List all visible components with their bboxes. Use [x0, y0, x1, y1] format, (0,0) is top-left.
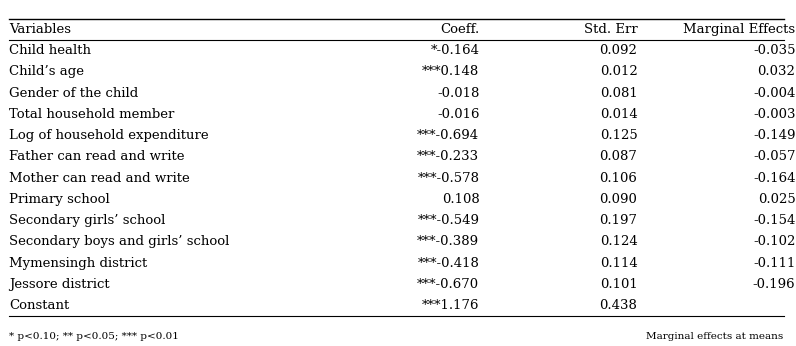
Text: 0.032: 0.032	[758, 65, 795, 78]
Text: Constant: Constant	[10, 299, 69, 312]
Text: Marginal effects at means: Marginal effects at means	[646, 332, 783, 341]
Text: 0.092: 0.092	[599, 44, 638, 57]
Text: 0.012: 0.012	[599, 65, 638, 78]
Text: -0.154: -0.154	[753, 214, 795, 227]
Text: -0.016: -0.016	[437, 108, 479, 121]
Text: Log of household expenditure: Log of household expenditure	[10, 129, 209, 142]
Text: -0.018: -0.018	[437, 86, 479, 100]
Text: ***-0.233: ***-0.233	[417, 151, 479, 163]
Text: ***-0.549: ***-0.549	[417, 214, 479, 227]
Text: 0.101: 0.101	[599, 278, 638, 291]
Text: ***-0.694: ***-0.694	[417, 129, 479, 142]
Text: 0.081: 0.081	[599, 86, 638, 100]
Text: 0.014: 0.014	[599, 108, 638, 121]
Text: Total household member: Total household member	[10, 108, 174, 121]
Text: 0.124: 0.124	[599, 236, 638, 248]
Text: -0.004: -0.004	[753, 86, 795, 100]
Text: ***1.176: ***1.176	[422, 299, 479, 312]
Text: Primary school: Primary school	[10, 193, 110, 206]
Text: -0.149: -0.149	[753, 129, 795, 142]
Text: -0.003: -0.003	[753, 108, 795, 121]
Text: ***0.148: ***0.148	[422, 65, 479, 78]
Text: 0.125: 0.125	[599, 129, 638, 142]
Text: 0.438: 0.438	[599, 299, 638, 312]
Text: -0.057: -0.057	[753, 151, 795, 163]
Text: -0.196: -0.196	[753, 278, 795, 291]
Text: Gender of the child: Gender of the child	[10, 86, 139, 100]
Text: -0.102: -0.102	[753, 236, 795, 248]
Text: Father can read and write: Father can read and write	[10, 151, 185, 163]
Text: 0.025: 0.025	[758, 193, 795, 206]
Text: Child health: Child health	[10, 44, 92, 57]
Text: Variables: Variables	[10, 23, 72, 36]
Text: Child’s age: Child’s age	[10, 65, 84, 78]
Text: 0.087: 0.087	[599, 151, 638, 163]
Text: Marginal Effects: Marginal Effects	[683, 23, 795, 36]
Text: Std. Err: Std. Err	[583, 23, 638, 36]
Text: -0.035: -0.035	[753, 44, 795, 57]
Text: ***-0.389: ***-0.389	[417, 236, 479, 248]
Text: Secondary boys and girls’ school: Secondary boys and girls’ school	[10, 236, 230, 248]
Text: 0.106: 0.106	[599, 172, 638, 185]
Text: *-0.164: *-0.164	[431, 44, 479, 57]
Text: * p<0.10; ** p<0.05; *** p<0.01: * p<0.10; ** p<0.05; *** p<0.01	[10, 332, 179, 341]
Text: Mymensingh district: Mymensingh district	[10, 257, 147, 270]
Text: -0.111: -0.111	[753, 257, 795, 270]
Text: 0.114: 0.114	[599, 257, 638, 270]
Text: 0.197: 0.197	[599, 214, 638, 227]
Text: Mother can read and write: Mother can read and write	[10, 172, 190, 185]
Text: Coeff.: Coeff.	[440, 23, 479, 36]
Text: 0.108: 0.108	[442, 193, 479, 206]
Text: Secondary girls’ school: Secondary girls’ school	[10, 214, 166, 227]
Text: ***-0.418: ***-0.418	[418, 257, 479, 270]
Text: ***-0.670: ***-0.670	[417, 278, 479, 291]
Text: 0.090: 0.090	[599, 193, 638, 206]
Text: -0.164: -0.164	[753, 172, 795, 185]
Text: ***-0.578: ***-0.578	[417, 172, 479, 185]
Text: Jessore district: Jessore district	[10, 278, 110, 291]
